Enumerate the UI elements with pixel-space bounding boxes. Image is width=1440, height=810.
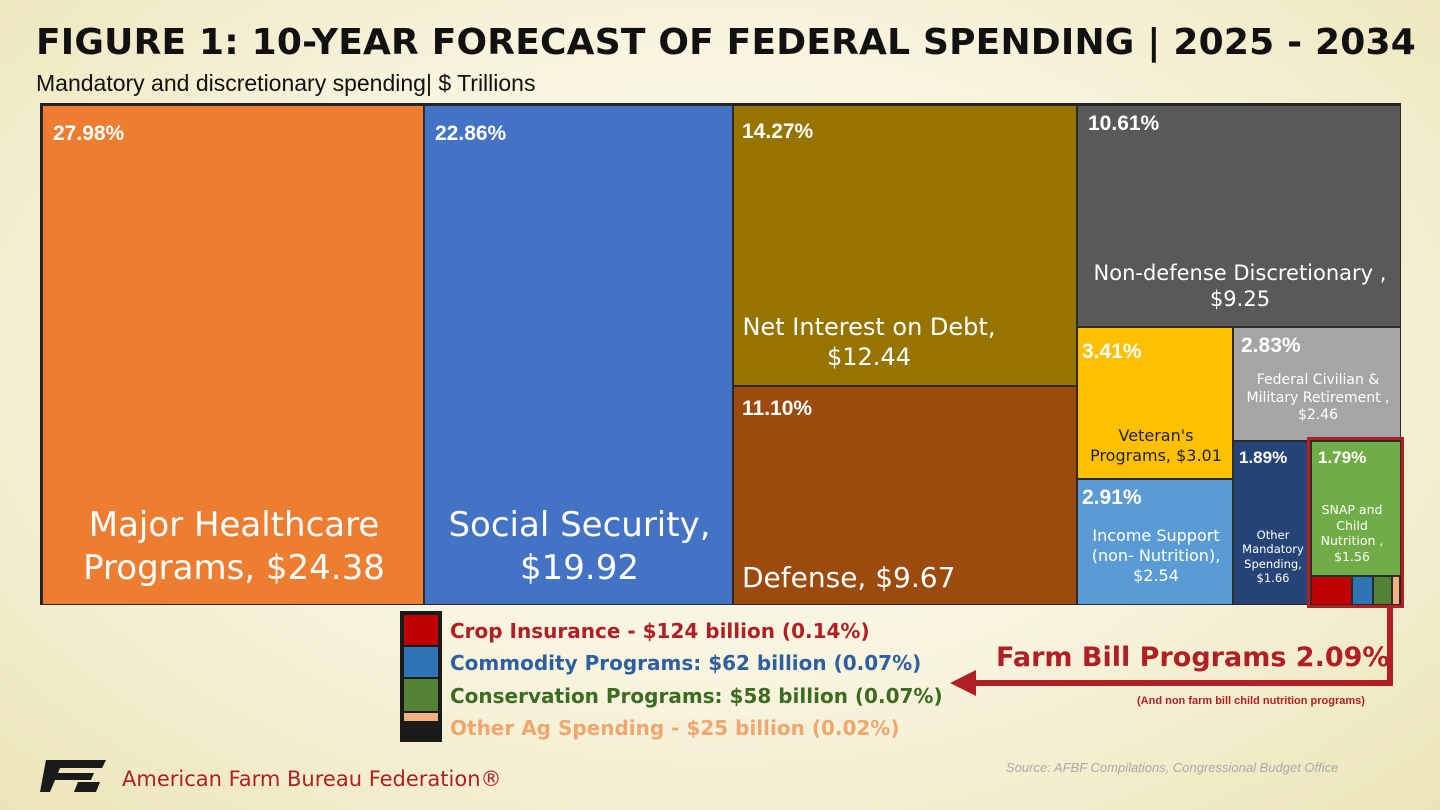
treemap-cell-income-support: 2.91% Income Support (non- Nutrition), $2.5… (1077, 479, 1233, 605)
cell-label: Federal Civilian & Military Retirement , $… (1246, 372, 1390, 423)
cell-percent: 22.86% (435, 122, 507, 145)
legend-entry: Commodity Programs: $62 billion (0.07%) (450, 651, 922, 675)
treemap-cell-net-interest: 14.27% Net Interest on Debt, $12.44 (733, 105, 1077, 386)
legend-swatch (404, 647, 438, 677)
cell-percent: 10.61% (1088, 112, 1160, 135)
cell-label: SNAP and Child Nutrition , $1.56 (1320, 502, 1384, 564)
treemap-cell-federal-retirement: 2.83% Federal Civilian & Military Retireme… (1233, 327, 1401, 441)
treemap-cell-other-mandatory: 1.89% Other Mandatory Spending, $1.66 (1233, 441, 1311, 605)
legend-entry: Conservation Programs: $58 billion (0.07… (450, 684, 943, 708)
farm-bill-block-3 (1392, 576, 1400, 605)
cell-label: Non-defense Discretionary , $9.25 (1093, 261, 1387, 312)
source-note: Source: AFBF Compilations, Congressional… (1006, 760, 1339, 775)
cell-label: Income Support (non- Nutrition), $2.54 (1091, 526, 1221, 585)
cell-percent: 3.41% (1082, 340, 1142, 363)
treemap-cell-snap-child-nutrition: 1.79% SNAP and Child Nutrition , $1.56 (1311, 441, 1401, 576)
treemap-cell-non-defense-discretionary: 10.61% Non-defense Discretionary , $9.25 (1077, 105, 1401, 327)
treemap-cell-defense: 11.10% Defense, $9.67 (733, 386, 1077, 605)
cell-label: Other Mandatory Spending, $1.66 (1242, 528, 1304, 586)
cell-percent: 2.83% (1241, 334, 1301, 357)
cell-percent: 14.27% (742, 120, 814, 143)
treemap-cell-major-healthcare: 27.98% Major Healthcare Programs, $24.38 (42, 105, 424, 605)
cell-percent: 11.10% (742, 397, 813, 420)
legend-swatch (404, 713, 438, 721)
farm-bill-block-0 (1311, 576, 1352, 605)
legend-swatch (404, 615, 438, 645)
cell-percent: 1.79% (1318, 448, 1367, 467)
legend-swatch (404, 679, 438, 711)
cell-percent: 27.98% (53, 122, 125, 145)
brand-name: American Farm Bureau Federation® (122, 767, 502, 791)
farm-bill-callout-note: (And non farm bill child nutrition progr… (1137, 695, 1365, 707)
treemap: 27.98% Major Healthcare Programs, $24.38 22… (40, 103, 1401, 605)
legend-entry: Crop Insurance - $124 billion (0.14%) (450, 619, 870, 643)
cell-percent: 1.89% (1239, 448, 1288, 467)
chart-subtitle: Mandatory and discretionary spending| $ … (36, 70, 536, 96)
farm-bill-legend-swatches (400, 611, 442, 742)
cell-label: Veteran's Programs, $3.01 (1090, 426, 1222, 465)
farm-bill-callout: Farm Bill Programs 2.09% (996, 642, 1390, 673)
cell-label: Social Security, $19.92 (448, 505, 711, 588)
cell-label: Major Healthcare Programs, $24.38 (83, 505, 385, 588)
chart-title: FIGURE 1: 10-YEAR FORECAST OF FEDERAL SP… (36, 22, 1416, 63)
legend-entry: Other Ag Spending - $25 billion (0.02%) (450, 716, 900, 740)
treemap-cell-social-security: 22.86% Social Security, $19.92 (424, 105, 733, 605)
treemap-cell-veterans-programs: 3.41% Veteran's Programs, $3.01 (1077, 327, 1233, 479)
farm-bill-block-1 (1352, 576, 1373, 605)
afbf-logo-icon (40, 760, 106, 792)
cell-label: Net Interest on Debt, $12.44 (742, 313, 996, 371)
cell-percent: 2.91% (1082, 486, 1142, 509)
farm-bill-block-2 (1373, 576, 1392, 605)
cell-label: Defense, $9.67 (742, 561, 956, 594)
